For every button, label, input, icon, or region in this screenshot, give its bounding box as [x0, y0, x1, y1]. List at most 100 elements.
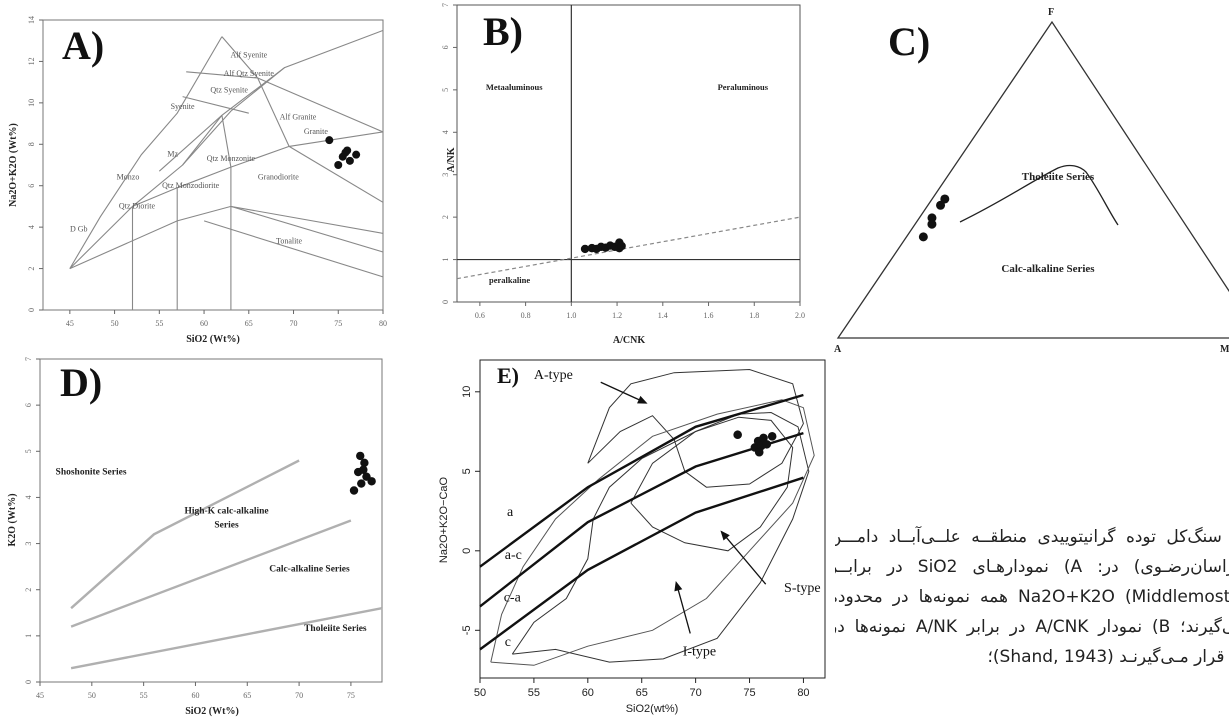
x-tick-label: 50 — [111, 319, 119, 328]
field-label: Qtz Syenite — [210, 86, 248, 95]
y-tick-label: 2 — [24, 588, 33, 592]
data-point — [349, 486, 359, 495]
field-label: High-K calc-alkaline — [184, 507, 268, 517]
i-type-arrow-head — [674, 580, 683, 592]
y-tick-label: 7 — [24, 357, 33, 361]
x-tick-label: 1.0 — [566, 311, 576, 320]
field-boundary — [158, 114, 223, 172]
chart-a-field-boundaries — [69, 29, 384, 310]
field-boundary — [69, 36, 223, 269]
x-tick-label: 80 — [797, 687, 809, 699]
chart-c-vertex-f: F — [1048, 7, 1054, 18]
y-tick-label: 6 — [27, 184, 36, 188]
x-tick-label: 70 — [290, 319, 298, 328]
data-point — [360, 458, 369, 468]
x-tick-label: 75 — [743, 687, 755, 699]
y-tick-label: 14 — [27, 16, 36, 24]
chart-a-field-labels: Alf Syenite Alf Qtz Syenite Qtz Syenite Sye… — [70, 50, 328, 245]
data-point — [341, 148, 350, 157]
x-tick-label: 1.6 — [704, 311, 714, 320]
chart-a-frame — [42, 19, 384, 311]
chart-a-points — [325, 136, 361, 169]
x-tick-label: 1.8 — [749, 311, 759, 320]
chart-d-field-labels: Shoshonite Series High-K calc-alkaline Ser… — [56, 467, 367, 634]
field-boundary — [182, 67, 285, 166]
chart-b-y-ticks: 0 1 2 3 4 5 6 7 — [441, 3, 457, 304]
chart-e-y-label: Na2O+K2O−CaO — [438, 476, 450, 563]
chart-c-panel-label: C) — [888, 19, 931, 64]
chart-e-points — [733, 430, 777, 457]
data-point — [940, 194, 950, 204]
chart-d-y-label: K2O (Wt%) — [7, 493, 18, 546]
y-tick-label: 0 — [24, 680, 33, 684]
field-boundary — [203, 220, 384, 278]
y-tick-label: 2 — [441, 215, 450, 219]
data-point — [357, 479, 366, 488]
y-tick-label: 10 — [27, 99, 36, 107]
y-tick-label: 5 — [461, 468, 473, 474]
field-label: Metaaluminous — [486, 82, 543, 92]
field-label: Qtz Diorite — [119, 202, 156, 211]
y-tick-label: 10 — [461, 386, 473, 398]
data-point — [733, 430, 742, 440]
chart-b-y-label: A/NK — [446, 147, 457, 172]
chart-e-frame — [479, 359, 826, 679]
x-tick-label: 0.8 — [521, 311, 531, 320]
field-boundary — [69, 205, 384, 270]
x-tick-label: 65 — [243, 691, 251, 700]
y-tick-label: 3 — [24, 542, 33, 546]
y-tick-label: 0 — [27, 308, 36, 312]
chart-e-y-ticks: -5 0 5 10 — [461, 386, 480, 635]
shoshonite-boundary — [70, 459, 300, 610]
field-label: I-type — [683, 645, 716, 660]
data-point — [936, 200, 946, 210]
y-tick-label: 6 — [441, 45, 450, 49]
field-boundary — [132, 131, 384, 207]
panel-e: 50 55 60 65 70 75 80 -5 0 5 10 A-type S-type I-type… — [430, 355, 830, 718]
field-label: Qtz Monzonite — [207, 154, 256, 163]
chart-a-x-ticks: 45 50 55 60 65 70 75 80 — [66, 310, 387, 328]
field-label: Series — [214, 520, 239, 530]
chart-e-panel-label: E) — [497, 363, 519, 388]
x-tick-label: 65 — [245, 319, 253, 328]
data-point — [352, 150, 361, 159]
panel-c: F A M Tholeiite Series Calc-alkaline Seri… — [830, 0, 1229, 355]
field-label: Calc-alkaline Series — [1001, 263, 1095, 275]
field-label: a-c — [505, 548, 522, 563]
y-tick-label: 3 — [441, 173, 450, 177]
field-label: Tholeiite Series — [1022, 171, 1095, 183]
field-label: Granite — [304, 127, 328, 136]
chart-c-vertex-a: A — [834, 344, 842, 355]
y-tick-label: 5 — [441, 88, 450, 92]
data-point — [759, 433, 768, 443]
x-tick-label: 50 — [474, 687, 486, 699]
field-label: Qtz Monzodiorite — [162, 181, 220, 190]
chart-b-x-ticks: 0.6 0.8 1.0 1.2 1.4 1.6 1.8 2.0 — [475, 302, 805, 320]
x-tick-label: 1.2 — [612, 311, 622, 320]
data-point — [754, 447, 764, 457]
ac-ca-line — [479, 431, 804, 608]
field-label: A-type — [534, 368, 573, 383]
field-label: c — [505, 635, 511, 650]
chart-c-svg: F A M Tholeiite Series Calc-alkaline Seri… — [834, 7, 1229, 355]
chart-b-x-label: A/CNK — [613, 335, 645, 346]
field-label: D Gb — [70, 224, 88, 233]
data-point — [767, 432, 777, 441]
chart-e-arrows — [600, 381, 767, 634]
chart-e-svg: 50 55 60 65 70 75 80 -5 0 5 10 A-type S-type I-type… — [438, 359, 826, 715]
y-tick-label: 8 — [27, 142, 36, 146]
x-tick-label: 60 — [200, 319, 208, 328]
chart-c-vertex-m: M — [1220, 344, 1229, 355]
y-tick-label: 7 — [441, 3, 450, 7]
s-type-field — [630, 416, 794, 552]
data-point — [617, 241, 626, 251]
chart-a-x-label: SiO2 (Wt%) — [186, 334, 240, 345]
field-label: S-type — [784, 581, 821, 596]
data-point — [918, 232, 928, 242]
chart-e-type-fields — [490, 368, 815, 666]
field-label: Tholeiite Series — [304, 624, 367, 634]
chart-d-x-label: SiO2 (Wt%) — [185, 706, 239, 717]
data-point — [359, 465, 368, 474]
dashed-trend-line — [456, 216, 801, 280]
